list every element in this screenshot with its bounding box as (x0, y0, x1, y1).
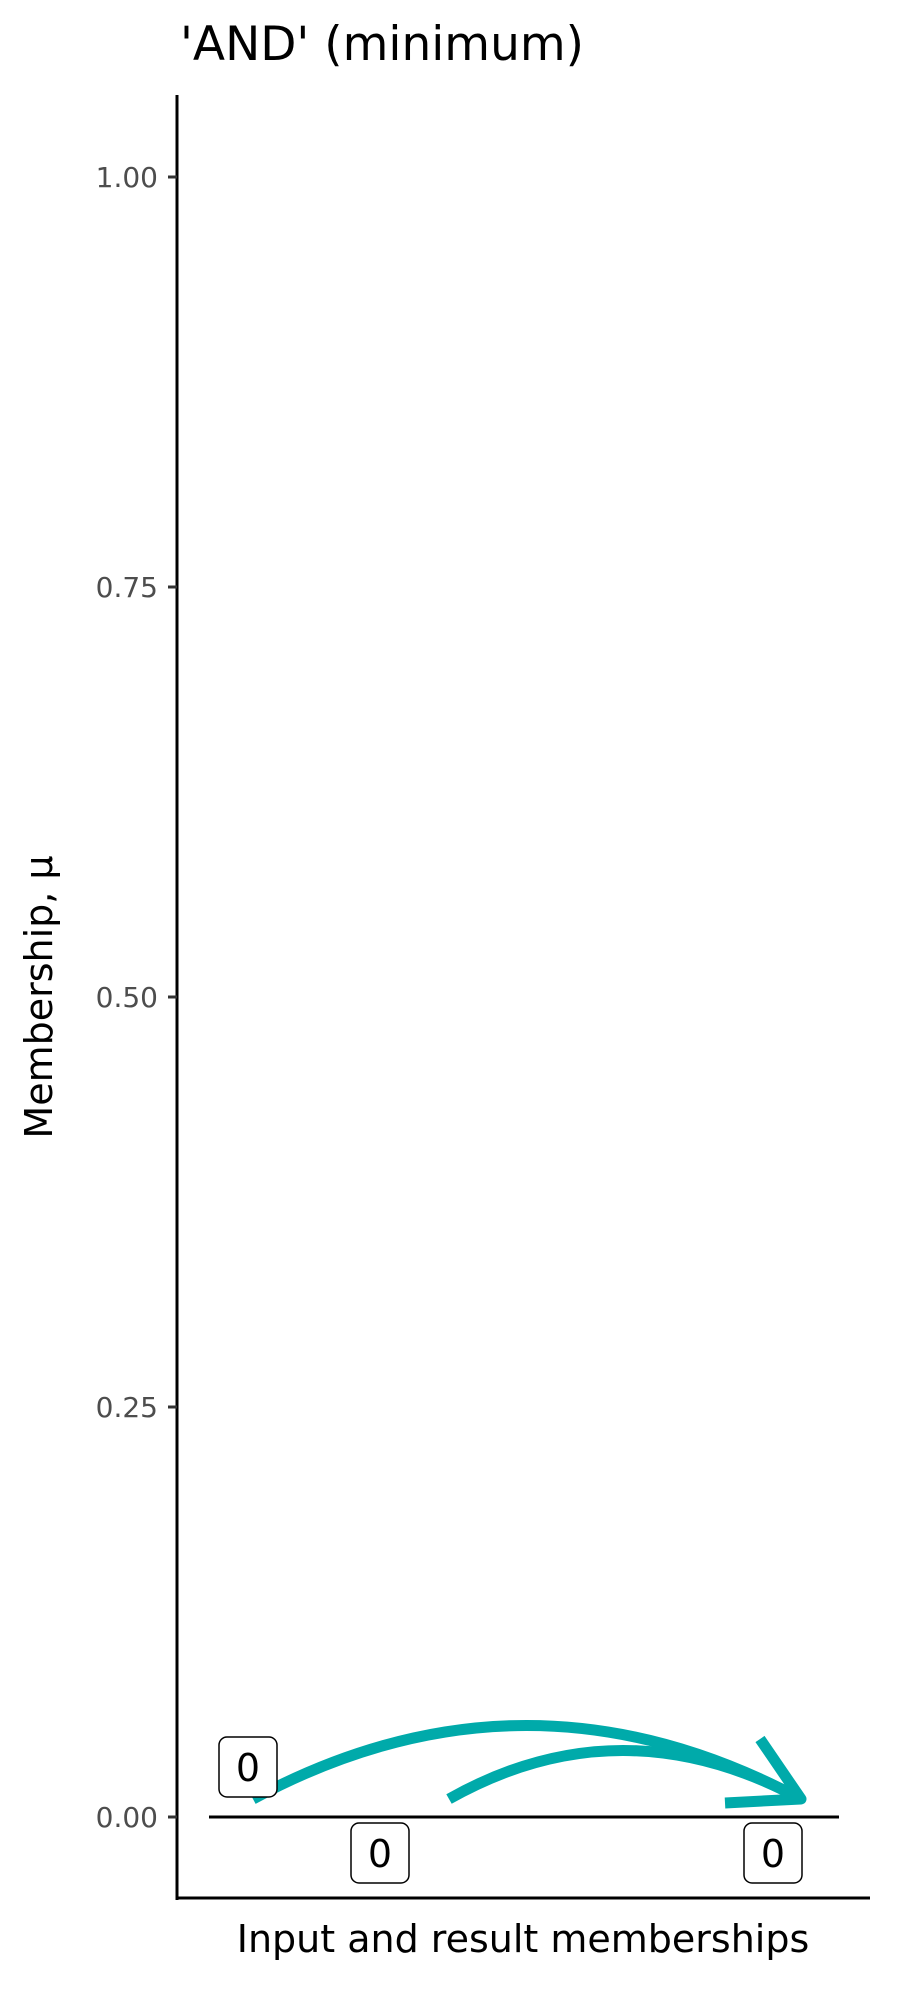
y-axis-label: Membership, μ (17, 855, 61, 1138)
value-label-box (218, 1736, 278, 1798)
arrow-input-2-to-result (446, 1745, 804, 1804)
value-label: 0 (761, 1832, 785, 1876)
value-label-box (350, 1822, 410, 1884)
y-tick-label: 1.00 (96, 161, 158, 194)
y-tick-label: 0.75 (96, 571, 158, 604)
value-label: 0 (236, 1746, 260, 1790)
y-tick-label: 0.25 (96, 1391, 158, 1424)
x-axis-label: Input and result memberships (237, 1917, 810, 1961)
y-tick-label: 0.50 (96, 981, 158, 1014)
y-tick-label: 0.00 (96, 1801, 158, 1834)
arrowhead (724, 1735, 807, 1809)
chart-title: 'AND' (minimum) (180, 17, 584, 72)
value-label: 0 (368, 1832, 392, 1876)
value-label-box (743, 1822, 803, 1884)
